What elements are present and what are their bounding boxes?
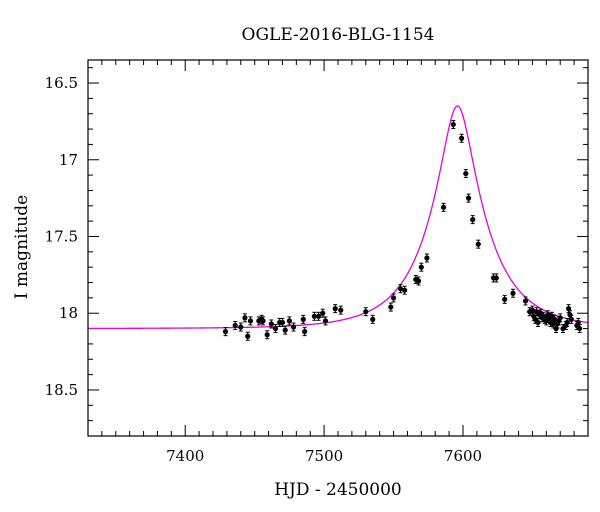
data-point	[338, 305, 344, 315]
data-point	[286, 316, 292, 326]
data-point	[232, 321, 238, 331]
data-point	[302, 327, 308, 337]
data-point	[300, 314, 306, 324]
tick-labels: 7400 7500 7600 16.5 17 17.5 18 18.5	[45, 74, 483, 465]
data-point	[272, 324, 279, 334]
data-point	[238, 322, 244, 332]
data-point	[493, 273, 499, 283]
data-points	[222, 119, 583, 341]
plot-area: 7400 7500 7600 16.5 17 17.5 18 18.5	[45, 59, 589, 465]
y-tick-label: 18	[59, 304, 78, 322]
y-tick-label: 18.5	[45, 381, 78, 399]
data-point	[247, 316, 254, 326]
data-point	[415, 276, 422, 286]
data-point	[370, 314, 376, 324]
data-point	[332, 304, 338, 314]
data-point	[535, 317, 541, 327]
y-tick-label: 17.5	[45, 227, 78, 245]
data-point	[363, 307, 369, 317]
data-point	[463, 169, 469, 179]
data-point	[459, 133, 465, 143]
y-tick-label: 16.5	[45, 74, 78, 92]
x-axis-label: HJD - 2450000	[274, 480, 402, 500]
data-point	[315, 311, 322, 321]
data-point	[577, 324, 583, 334]
data-point	[279, 317, 286, 327]
data-point	[245, 331, 251, 341]
y-axis-label: I magnitude	[12, 195, 32, 299]
data-point	[440, 202, 447, 212]
axis-ticks	[87, 60, 589, 437]
data-point	[282, 325, 288, 335]
data-point	[568, 314, 574, 324]
data-point	[290, 322, 297, 332]
chart-title: OGLE-2016-BLG-1154	[242, 25, 435, 45]
data-point	[418, 262, 424, 272]
data-point	[388, 302, 394, 312]
y-tick-label: 17	[59, 151, 78, 169]
data-point	[397, 284, 404, 294]
data-point	[557, 313, 563, 323]
data-point	[470, 215, 476, 225]
data-point	[564, 317, 570, 327]
data-point	[502, 294, 508, 304]
x-tick-label: 7400	[166, 447, 204, 465]
data-point	[390, 293, 397, 303]
data-point	[242, 313, 248, 323]
data-point	[322, 316, 329, 326]
data-point	[552, 314, 558, 324]
x-tick-label: 7500	[305, 447, 343, 465]
data-point	[264, 330, 270, 340]
data-point	[465, 193, 472, 203]
data-point	[311, 311, 317, 321]
data-point	[424, 253, 430, 263]
data-point	[522, 296, 529, 306]
data-point	[268, 319, 274, 329]
data-point	[402, 285, 408, 295]
plot-frame	[87, 59, 589, 437]
x-tick-label: 7600	[444, 447, 482, 465]
data-point	[510, 288, 516, 298]
data-point	[260, 316, 266, 326]
data-point	[222, 327, 229, 337]
data-point	[475, 239, 481, 249]
model-curve	[88, 105, 589, 330]
data-point	[450, 119, 456, 129]
